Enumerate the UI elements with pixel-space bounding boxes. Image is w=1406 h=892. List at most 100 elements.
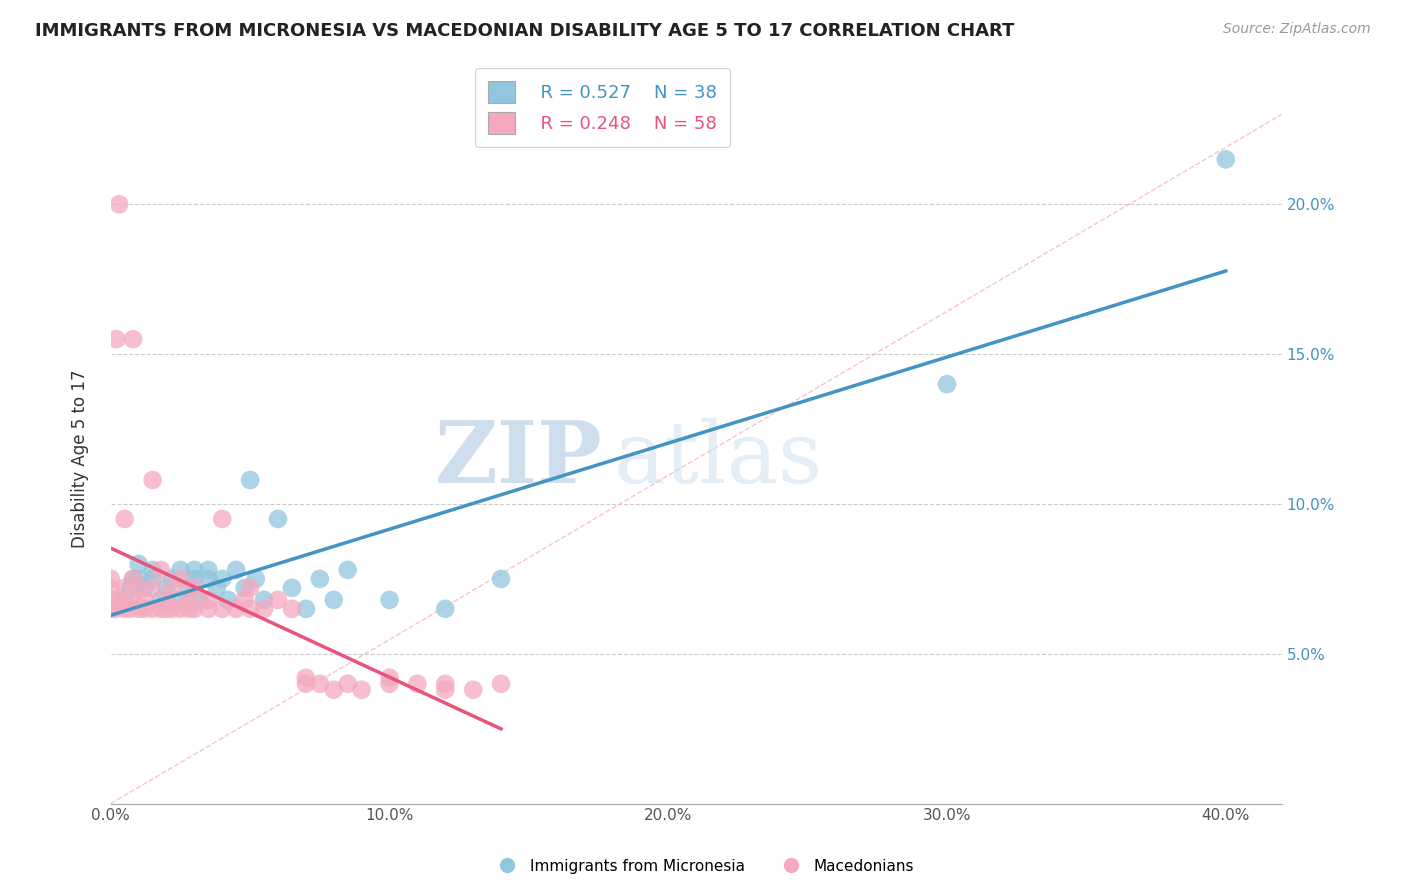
Point [406,677,429,691]
Legend: Immigrants from Micronesia, Macedonians: Immigrants from Micronesia, Macedonians [485,853,921,880]
Point [281,581,304,595]
Text: Source: ZipAtlas.com: Source: ZipAtlas.com [1223,22,1371,37]
Point [336,563,359,577]
Point [155,592,177,607]
Point [122,332,145,346]
Point [100,602,122,616]
Point [128,557,150,571]
Point [245,572,267,586]
Point [169,572,191,586]
Point [233,581,256,595]
Point [239,581,262,595]
Point [114,592,136,607]
Point [295,602,318,616]
Point [183,563,205,577]
Point [197,563,219,577]
Point [295,671,318,685]
Point [217,592,239,607]
Point [233,592,256,607]
Point [434,677,457,691]
Point [336,677,359,691]
Point [155,581,177,595]
Point [108,592,131,607]
Point [142,581,165,595]
Point [211,572,233,586]
Point [1215,153,1237,167]
Point [225,563,247,577]
Point [936,377,959,392]
Point [114,512,136,526]
Point [160,581,183,595]
Point [183,572,205,586]
Point [205,581,228,595]
Point [378,592,401,607]
Point [177,602,200,616]
Point [149,563,172,577]
Point [225,602,247,616]
Point [100,592,122,607]
Point [128,572,150,586]
Point [434,602,457,616]
Point [134,581,156,595]
Point [149,602,172,616]
Point [197,602,219,616]
Point [177,592,200,607]
Point [134,592,156,607]
Point [122,572,145,586]
Point [160,572,183,586]
Point [308,677,330,691]
Point [295,677,318,691]
Point [149,592,172,607]
Point [169,602,191,616]
Point [128,581,150,595]
Text: IMMIGRANTS FROM MICRONESIA VS MACEDONIAN DISABILITY AGE 5 TO 17 CORRELATION CHAR: IMMIGRANTS FROM MICRONESIA VS MACEDONIAN… [35,22,1015,40]
Point [322,682,344,697]
Point [105,332,128,346]
Point [183,581,205,595]
Point [267,592,290,607]
Point [489,677,512,691]
Point [378,671,401,685]
Text: atlas: atlas [614,417,824,500]
Point [177,581,200,595]
Point [120,602,142,616]
Point [183,602,205,616]
Point [188,592,211,607]
Point [239,602,262,616]
Legend:   R = 0.527    N = 38,   R = 0.248    N = 58: R = 0.527 N = 38, R = 0.248 N = 58 [475,69,730,146]
Point [211,512,233,526]
Point [100,572,122,586]
Point [134,602,156,616]
Point [142,473,165,487]
Point [489,572,512,586]
Point [463,682,485,697]
Point [142,563,165,577]
Point [281,602,304,616]
Point [253,592,276,607]
Point [105,602,128,616]
Point [211,602,233,616]
Point [114,581,136,595]
Point [322,592,344,607]
Point [197,572,219,586]
Point [378,677,401,691]
Point [114,602,136,616]
Point [155,602,177,616]
Point [120,581,142,595]
Point [100,581,122,595]
Point [160,602,183,616]
Point [267,512,290,526]
Point [253,602,276,616]
Point [122,572,145,586]
Point [239,473,262,487]
Text: ZIP: ZIP [434,417,603,501]
Point [169,592,191,607]
Y-axis label: Disability Age 5 to 17: Disability Age 5 to 17 [72,370,89,549]
Point [434,682,457,697]
Point [128,602,150,616]
Point [142,602,165,616]
Point [169,563,191,577]
Point [142,572,165,586]
Point [350,682,373,697]
Point [308,572,330,586]
